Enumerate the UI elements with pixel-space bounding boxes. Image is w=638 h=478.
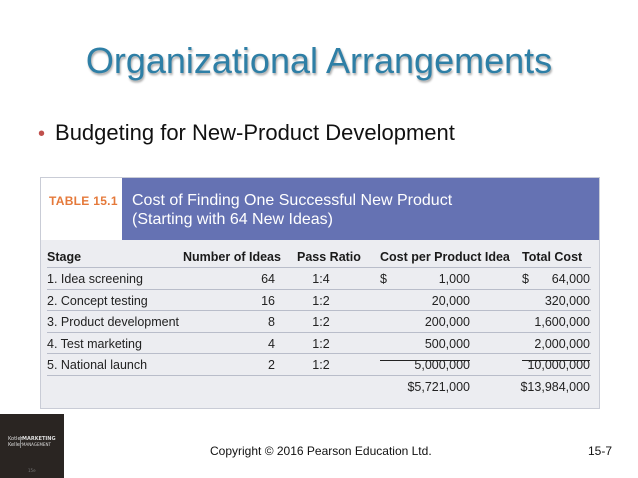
cost-value: 200,000 <box>424 315 470 329</box>
cost-value: 500,000 <box>424 336 470 351</box>
stage-cell: 2. Concept testing <box>47 293 148 308</box>
pass-ratio-cell: 1:2 <box>312 336 330 351</box>
ideas-cell: 2 <box>268 358 275 372</box>
table-row: 4. Test marketing 4 1:2 500,000 2,000,00… <box>41 333 599 354</box>
copyright-text: Copyright © 2016 Pearson Education Ltd. <box>210 444 432 458</box>
grand-total-value: $13,984,000 <box>520 379 590 394</box>
stage-cell: 5. National launch <box>47 358 148 372</box>
logo-author-2: Keller <box>8 442 23 448</box>
bullet-text: Budgeting for New-Product Development <box>55 120 455 145</box>
table-header-row: Stage Number of Ideas Pass Ratio Cost pe… <box>41 246 599 268</box>
total-value: 320,000 <box>544 293 590 308</box>
table-number-label: TABLE 15.1 <box>41 178 122 240</box>
column-header-cost-per-idea: Cost per Product Idea <box>380 250 510 264</box>
cost-value: 20,000 <box>431 293 470 308</box>
sum-underline <box>380 360 470 361</box>
currency-sign: $ <box>522 272 529 286</box>
column-header-total-cost: Total Cost <box>522 250 583 264</box>
total-value: 1,600,000 <box>534 315 590 329</box>
pass-ratio-cell: 1:2 <box>312 358 330 372</box>
table-body: Stage Number of Ideas Pass Ratio Cost pe… <box>41 246 599 400</box>
row-divider <box>47 267 591 268</box>
ideas-cell: 64 <box>261 272 275 286</box>
logo-divider <box>20 436 21 448</box>
row-divider <box>47 310 591 311</box>
pass-ratio-cell: 1:2 <box>312 293 330 308</box>
column-header-ideas: Number of Ideas <box>183 250 281 264</box>
slide-title: Organizational Arrangements <box>85 40 553 81</box>
logo-edition: 15e <box>28 468 36 473</box>
table-row: 5. National launch 2 1:2 5,000,000 10,00… <box>41 354 599 376</box>
page-number: 15-7 <box>587 444 612 458</box>
table-totals-row: $5,721,000 $13,984,000 <box>41 376 599 400</box>
stage-cell: 4. Test marketing <box>47 336 142 351</box>
table-caption-line-1: Cost of Finding One Successful New Produ… <box>132 192 453 209</box>
pass-ratio-cell: 1:4 <box>312 272 330 286</box>
pass-ratio-cell: 1:2 <box>312 315 330 329</box>
column-header-stage: Stage <box>47 250 82 264</box>
cost-table: TABLE 15.1 Cost of Finding One Successfu… <box>40 177 600 409</box>
row-divider <box>47 353 591 354</box>
column-header-pass-ratio: Pass Ratio <box>297 250 361 264</box>
ideas-cell: 8 <box>268 315 275 329</box>
ideas-cell: 4 <box>268 336 275 351</box>
row-divider <box>47 331 591 333</box>
table-row: 3. Product development 8 1:2 200,000 1,6… <box>41 311 599 333</box>
logo-title-line-2: MANAGEMENT <box>22 442 51 447</box>
table-caption-line-2: (Starting with 64 New Ideas) <box>132 211 333 228</box>
bullet-marker: • <box>38 123 46 145</box>
bullet-item: • Budgeting for New-Product Development <box>38 120 455 146</box>
stage-cell: 1. Idea screening <box>47 272 143 286</box>
row-divider <box>47 374 591 376</box>
total-value: 64,000 <box>551 272 590 286</box>
sum-underline <box>522 360 590 361</box>
currency-sign: $ <box>380 272 387 286</box>
logo-author-1: Kotler <box>8 436 23 442</box>
total-value: 10,000,000 <box>527 358 590 372</box>
row-divider <box>47 288 591 290</box>
logo-title-line-1: MARKETING <box>22 436 56 442</box>
cost-total-value: $5,721,000 <box>407 379 470 394</box>
logo-authors: Kotler Keller <box>8 436 23 448</box>
table-row: 2. Concept testing 16 1:2 20,000 320,000 <box>41 290 599 311</box>
total-value: 2,000,000 <box>534 336 590 351</box>
logo-title: MARKETING MANAGEMENT <box>22 436 56 448</box>
cost-value: 1,000 <box>438 272 470 286</box>
table-row: 1. Idea screening 64 1:4 $1,000 $64,000 <box>41 268 599 290</box>
stage-cell: 3. Product development <box>47 315 180 329</box>
ideas-cell: 16 <box>261 293 275 308</box>
table-header-band: TABLE 15.1 Cost of Finding One Successfu… <box>41 178 599 240</box>
table-caption: Cost of Finding One Successful New Produ… <box>122 178 599 240</box>
textbook-logo: Kotler Keller MARKETING MANAGEMENT 15e <box>0 414 64 478</box>
cost-value: 5,000,000 <box>414 358 470 372</box>
